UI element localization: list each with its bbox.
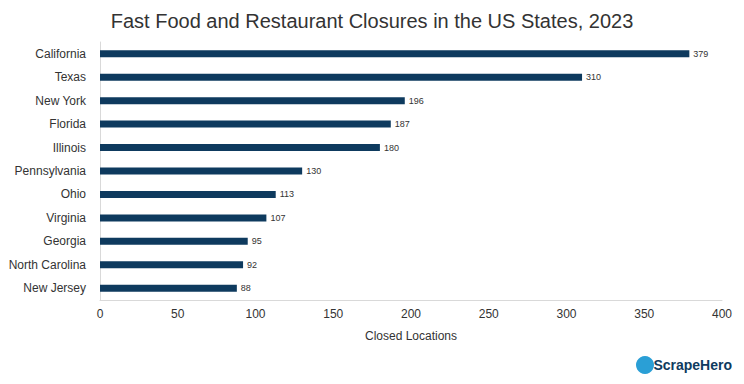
svg-text:Virginia: Virginia bbox=[46, 211, 86, 225]
svg-text:88: 88 bbox=[241, 283, 251, 293]
svg-text:100: 100 bbox=[245, 307, 265, 321]
svg-text:350: 350 bbox=[634, 307, 654, 321]
svg-text:California: California bbox=[35, 47, 86, 61]
svg-text:113: 113 bbox=[280, 189, 294, 199]
svg-text:Fast Food and Restaurant Closu: Fast Food and Restaurant Closures in the… bbox=[111, 10, 634, 32]
svg-text:187: 187 bbox=[395, 119, 410, 129]
svg-text:200: 200 bbox=[401, 307, 421, 321]
svg-text:New Jersey: New Jersey bbox=[23, 281, 86, 295]
svg-text:180: 180 bbox=[384, 143, 399, 153]
svg-text:0: 0 bbox=[97, 307, 104, 321]
svg-text:379: 379 bbox=[693, 49, 708, 59]
svg-text:Florida: Florida bbox=[49, 117, 86, 131]
svg-text:Illinois: Illinois bbox=[53, 141, 86, 155]
svg-text:95: 95 bbox=[252, 236, 262, 246]
svg-text:Ohio: Ohio bbox=[61, 187, 87, 201]
svg-text:107: 107 bbox=[270, 213, 285, 223]
svg-text:150: 150 bbox=[323, 307, 343, 321]
svg-text:Georgia: Georgia bbox=[43, 234, 86, 248]
svg-text:Closed Locations: Closed Locations bbox=[365, 329, 457, 343]
svg-text:Texas: Texas bbox=[55, 70, 86, 84]
svg-text:250: 250 bbox=[479, 307, 499, 321]
svg-text:196: 196 bbox=[409, 96, 424, 106]
svg-text:New York: New York bbox=[35, 94, 87, 108]
svg-text:130: 130 bbox=[306, 166, 321, 176]
svg-text:92: 92 bbox=[247, 260, 257, 270]
svg-text:310: 310 bbox=[586, 72, 601, 82]
svg-text:North Carolina: North Carolina bbox=[9, 258, 87, 272]
svg-text:400: 400 bbox=[712, 307, 732, 321]
svg-text:300: 300 bbox=[556, 307, 576, 321]
svg-text:ScrapeHero: ScrapeHero bbox=[653, 357, 732, 373]
svg-text:50: 50 bbox=[171, 307, 185, 321]
svg-text:Pennsylvania: Pennsylvania bbox=[15, 164, 87, 178]
